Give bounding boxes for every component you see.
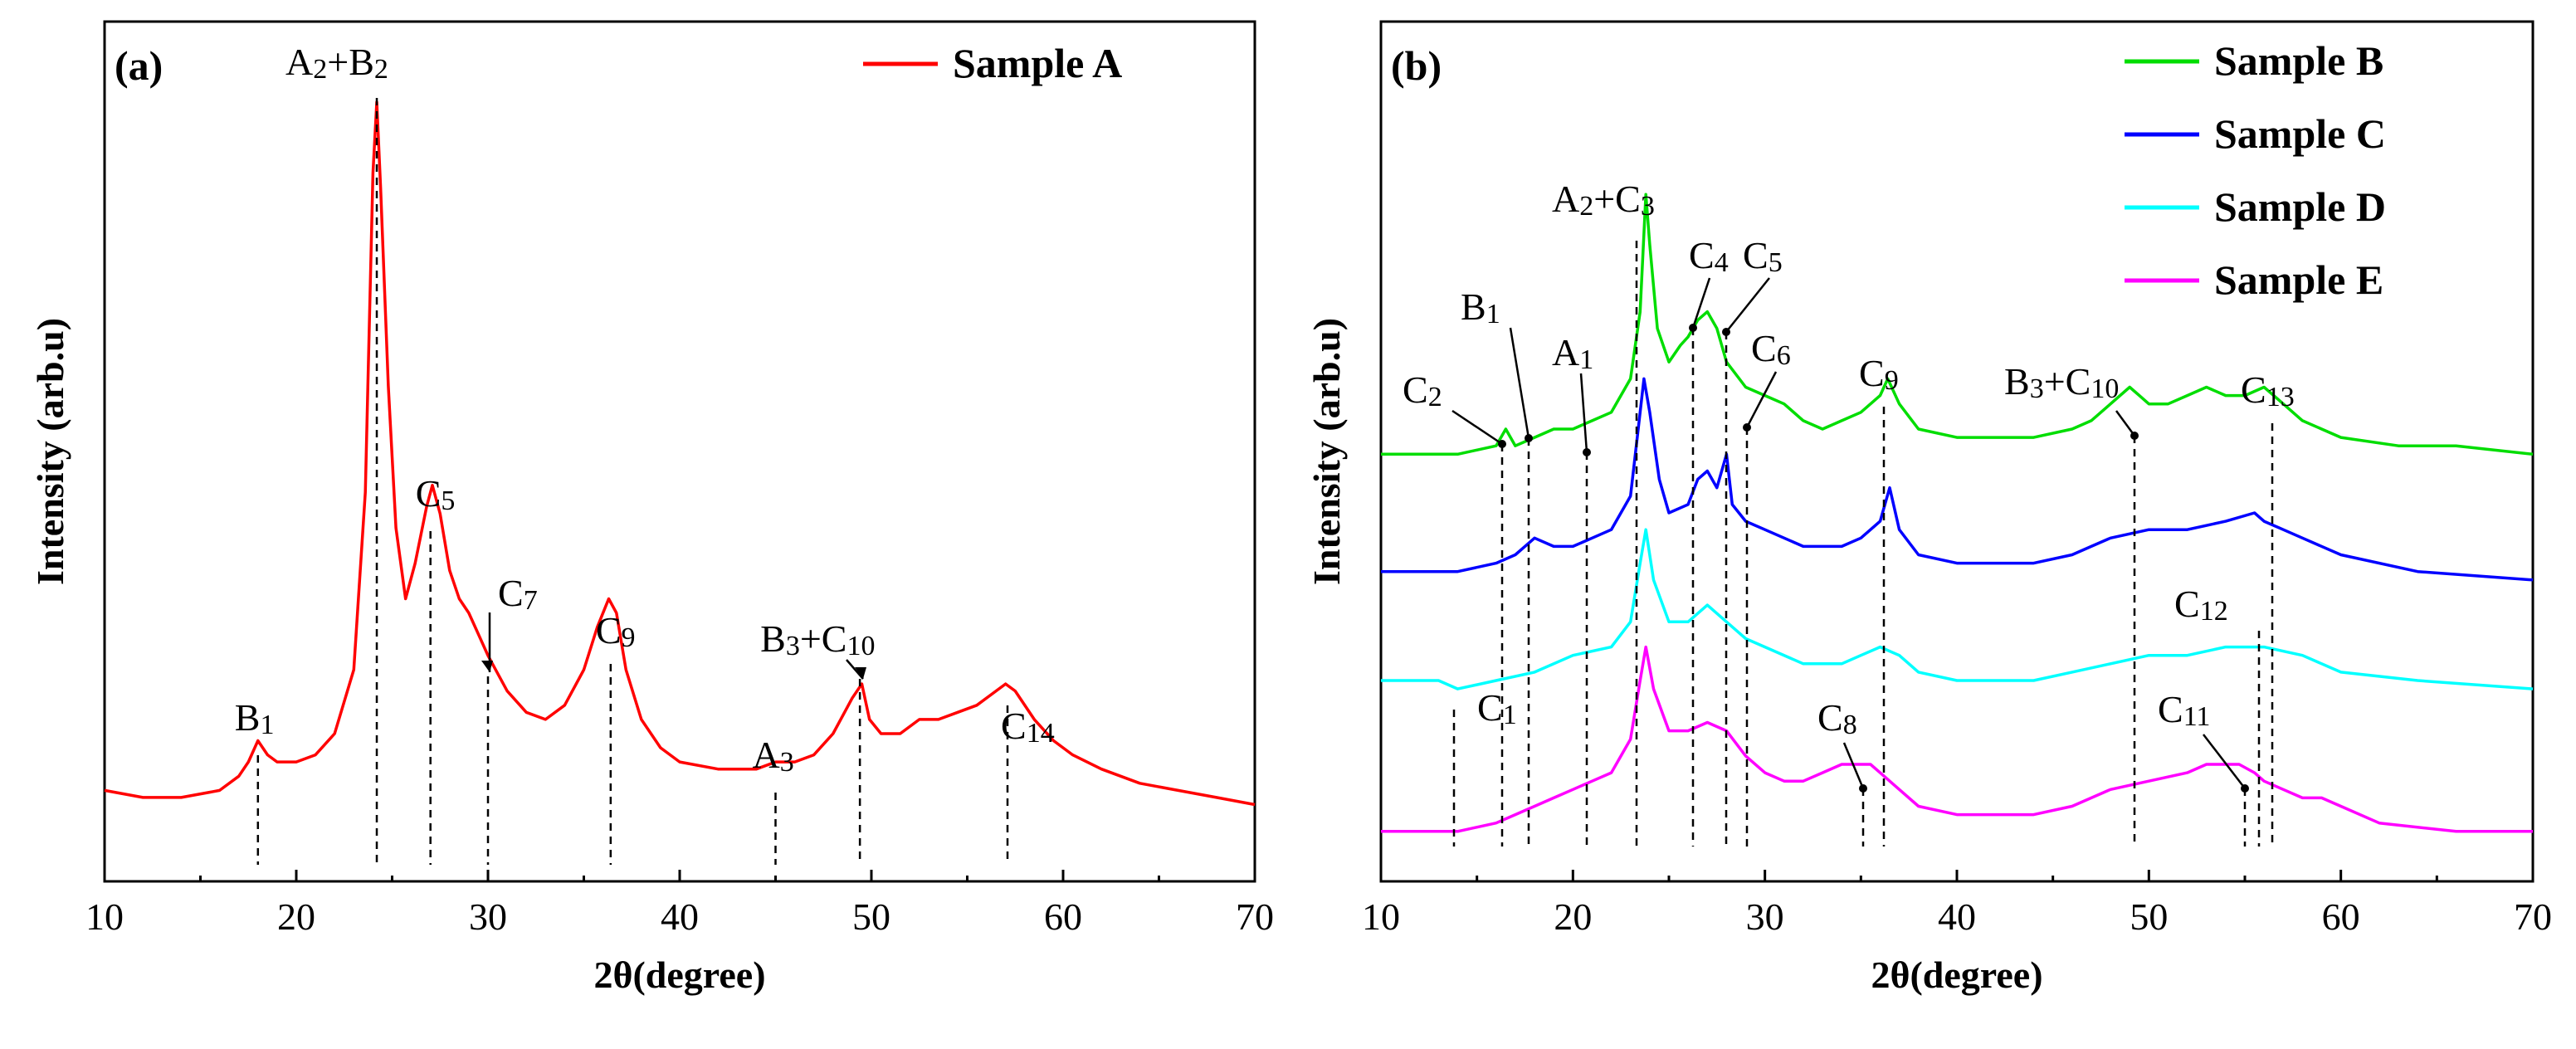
x-tick-label: 50 xyxy=(2130,895,2168,938)
peak-arrow-head xyxy=(1689,324,1697,332)
legend-label: Sample A xyxy=(953,40,1122,86)
x-axis-title: 2θ(degree) xyxy=(593,954,765,996)
y-axis-title: Intensity (arb.u) xyxy=(1305,318,1348,585)
peak-label: B3+C10 xyxy=(760,617,875,865)
peak-arrow xyxy=(2115,410,2136,437)
peak-label: A3 xyxy=(753,734,794,865)
peak-arrow xyxy=(846,659,864,680)
peak-arrow xyxy=(1579,373,1588,453)
legend-label: Sample B xyxy=(2214,37,2383,84)
peak-label-text: C8 xyxy=(1817,696,1857,740)
peak-label-text: B1 xyxy=(235,696,275,740)
peak-label: C4 xyxy=(1689,234,1729,847)
peak-label-text: C2 xyxy=(1403,368,1442,412)
x-tick-label: 60 xyxy=(1044,895,1082,938)
peak-label-text: B1 xyxy=(1461,285,1500,329)
y-axis-title: Intensity (arb.u) xyxy=(29,318,71,585)
peak-label-text: C9 xyxy=(1859,352,1899,396)
x-tick-label: 40 xyxy=(1938,895,1976,938)
peak-label-text: C12 xyxy=(2174,583,2228,627)
peak-label-text: B3+C10 xyxy=(2004,360,2119,404)
peak-arrow xyxy=(2203,734,2246,789)
peak-label: A2+C3 xyxy=(1552,178,1655,847)
peak-label: A1 xyxy=(1552,331,1593,847)
peak-arrow xyxy=(1745,371,1778,428)
series-line-sample-e xyxy=(1381,645,2533,833)
peak-label: C7 xyxy=(481,572,538,865)
x-tick-label: 70 xyxy=(1236,895,1274,938)
peak-label: B1 xyxy=(235,696,275,865)
peak-label: B3+C10 xyxy=(2004,360,2139,847)
peak-label-text: C1 xyxy=(1477,686,1517,730)
peak-arrow-head xyxy=(1722,328,1730,336)
series-line-sample-b xyxy=(1381,193,2534,456)
peak-arrow-head xyxy=(855,667,866,679)
panel-b: 10 20 30 40 50 60 70 2θ(degree) Intensity (arb.u… xyxy=(1305,20,2552,996)
peak-label-text: C14 xyxy=(1001,705,1055,749)
x-tick-label: 60 xyxy=(2322,895,2360,938)
peak-label-text: C7 xyxy=(498,572,538,616)
peak-label: C9 xyxy=(1859,352,1899,847)
x-tick-label: 10 xyxy=(85,895,124,938)
peak-label: B1 xyxy=(1461,285,1533,847)
peak-label: C5 xyxy=(416,472,456,865)
peak-label: C14 xyxy=(1001,705,1055,865)
peak-label: C12 xyxy=(2174,583,2261,847)
peak-arrow-head xyxy=(2130,432,2139,440)
peak-label-text: C6 xyxy=(1751,327,1791,371)
peak-arrow xyxy=(1691,277,1711,329)
legend-label: Sample C xyxy=(2214,110,2386,157)
peak-label-text: A1 xyxy=(1552,331,1593,375)
x-tick-label: 30 xyxy=(469,895,507,938)
legend-label: Sample D xyxy=(2214,183,2386,230)
peak-arrow xyxy=(1725,277,1770,333)
peak-label-text: C4 xyxy=(1689,234,1729,278)
peak-label: C11 xyxy=(2158,688,2249,847)
peak-label: C5 xyxy=(1722,234,1783,847)
x-tick-label: 10 xyxy=(1362,895,1400,938)
peak-label-text: C11 xyxy=(2158,688,2210,732)
peak-arrow xyxy=(1842,742,1865,789)
peak-label-text: C13 xyxy=(2241,368,2295,412)
peak-label-text: C5 xyxy=(416,472,456,516)
peak-label: C6 xyxy=(1743,327,1791,847)
x-tick-label: 20 xyxy=(277,895,315,938)
peak-arrow-head xyxy=(2241,784,2249,793)
peak-label: C8 xyxy=(1817,696,1867,847)
legend-label: Sample E xyxy=(2214,256,2383,303)
series-line-sample-a xyxy=(104,100,1256,807)
peak-arrow-head xyxy=(1743,423,1751,432)
peak-label-text: C5 xyxy=(1743,234,1783,278)
peak-label-text: A2+B2 xyxy=(285,41,388,85)
x-tick-label: 40 xyxy=(661,895,699,938)
series-line-sample-c xyxy=(1381,377,2534,582)
peak-arrow xyxy=(1509,327,1530,439)
peak-label-text: A2+C3 xyxy=(1552,178,1655,222)
peak-arrow-head xyxy=(481,661,493,672)
panel-label: (b) xyxy=(1391,42,1442,89)
panel-a: 10 20 30 40 50 60 70 2θ(degree) Intensity (arb.u… xyxy=(29,20,1274,996)
series-line-sample-d xyxy=(1381,528,2534,690)
peak-label-text: C9 xyxy=(596,609,636,653)
peak-label: A2+B2 xyxy=(285,41,388,865)
x-tick-label: 20 xyxy=(1554,895,1592,938)
peak-label-text: A3 xyxy=(753,734,794,778)
x-tick-label: 30 xyxy=(1746,895,1784,938)
panel-label: (a) xyxy=(115,42,163,89)
peak-arrow-head xyxy=(1859,784,1867,793)
plot-frame xyxy=(103,20,1256,883)
peak-arrow-head xyxy=(1498,440,1506,448)
peak-label-text: B3+C10 xyxy=(760,617,875,661)
peak-label: C13 xyxy=(2241,368,2295,847)
peak-label: C1 xyxy=(1452,686,1517,847)
x-tick-label: 70 xyxy=(2514,895,2552,938)
peak-arrow-head xyxy=(1583,448,1591,456)
peak-arrow xyxy=(1451,409,1503,446)
x-axis-title: 2θ(degree) xyxy=(1871,954,2042,996)
peak-label: C9 xyxy=(596,609,636,865)
x-tick-label: 50 xyxy=(852,895,890,938)
peak-arrow-head xyxy=(1525,434,1533,442)
peak-label: C2 xyxy=(1403,368,1506,847)
